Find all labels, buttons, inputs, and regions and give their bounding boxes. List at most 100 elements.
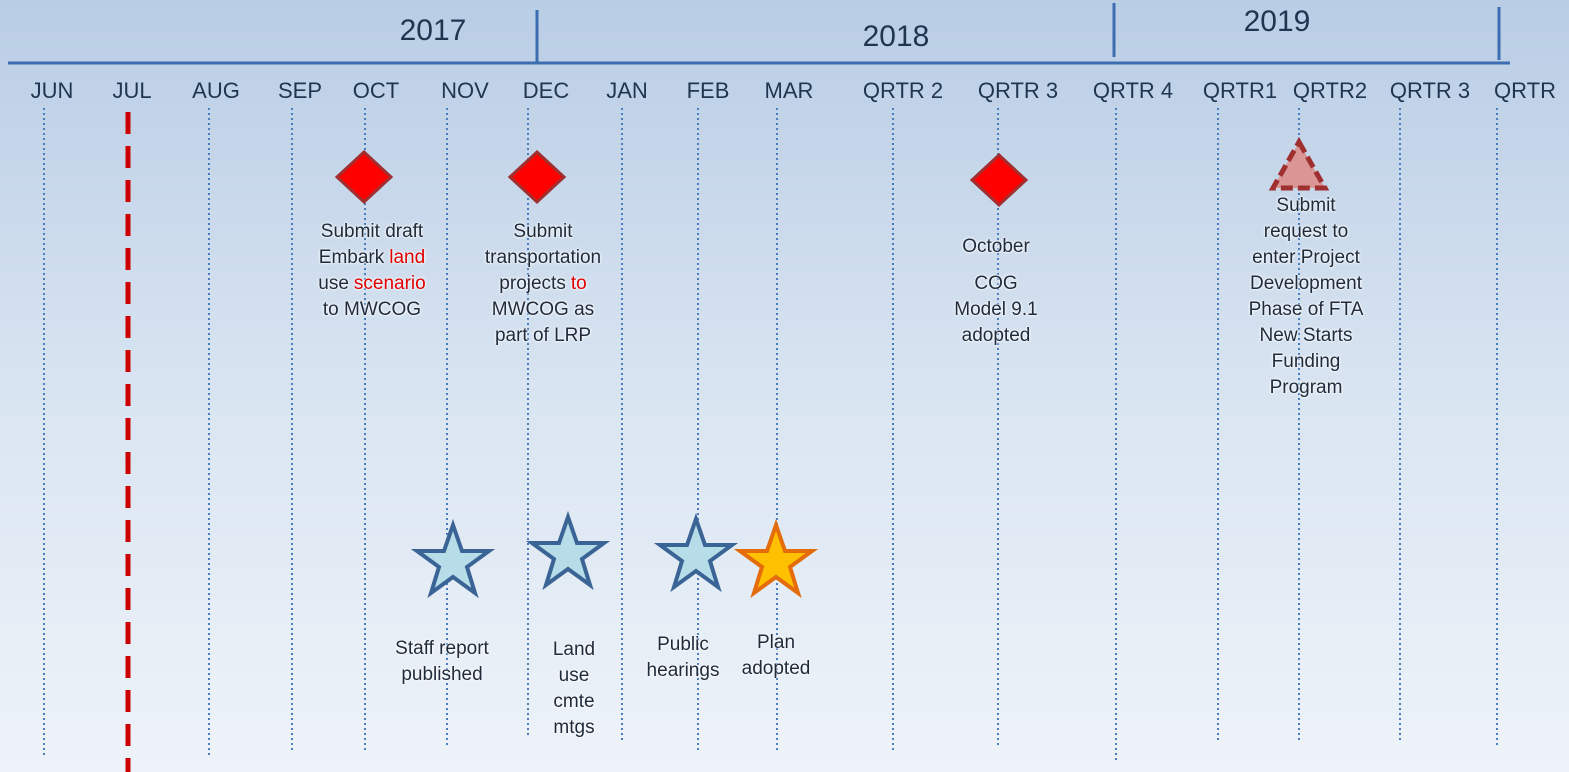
label-text: Funding	[1271, 351, 1341, 372]
label-paragraph: Submit request to enter Project Development…	[1249, 193, 1364, 401]
column-label: QRTR1	[1202, 78, 1278, 103]
column-label: QRTR 3	[977, 78, 1059, 103]
column-label: JUL	[112, 78, 152, 103]
label-text: scenario	[353, 273, 426, 294]
label-line: Staff report	[395, 636, 489, 662]
label-line: transportation	[485, 245, 601, 271]
label-text: adopted	[741, 658, 811, 679]
label-text: Land	[552, 639, 596, 660]
label-text: adopted	[961, 325, 1031, 346]
label-text: enter Project	[1252, 247, 1360, 268]
label-line: Model 9.1	[954, 297, 1037, 323]
column-label: QRTR2	[1292, 78, 1368, 103]
column-label: AUG	[192, 78, 240, 103]
label-text: Submit draft	[320, 221, 424, 242]
label-paragraph: Staff report published	[395, 636, 489, 688]
star	[530, 515, 606, 587]
label-text: Submit	[513, 221, 573, 242]
label-line: October	[954, 234, 1037, 260]
year-label: 2019	[1243, 5, 1311, 38]
label-text: Phase of FTA	[1248, 299, 1364, 320]
label-text: cmte	[553, 691, 595, 712]
label-line: to MWCOG	[318, 297, 425, 323]
label-line: published	[395, 662, 489, 688]
label-line: request to	[1249, 219, 1364, 245]
event-label: Submit draft Embark land use scenario to MWCO…	[318, 219, 425, 323]
event-label: Staff report published	[395, 636, 489, 688]
column-label: NOV	[441, 78, 489, 103]
label-paragraph: Plan adopted	[742, 630, 811, 682]
label-paragraph: Submit transportation projects to MWCOG as pa…	[485, 219, 601, 349]
label-text: Embark	[318, 247, 385, 268]
label-text: land	[389, 247, 426, 268]
column-label: FEB	[686, 78, 730, 103]
column-label: JAN	[606, 78, 648, 103]
label-line: Submit	[1249, 193, 1364, 219]
label-line: adopted	[742, 656, 811, 682]
label-text: October	[962, 236, 1030, 257]
label-line: MWCOG as	[485, 297, 601, 323]
label-text: use	[318, 273, 349, 294]
event-label: Public hearings	[647, 632, 720, 684]
label-text: mtgs	[553, 717, 595, 738]
label-text: projects	[499, 273, 566, 294]
label-line: Public	[647, 632, 720, 658]
label-paragraph: COG Model 9.1 adopted	[954, 271, 1037, 349]
event-label: October COG Model 9.1 adopted	[954, 234, 1037, 349]
column-label: OCT	[352, 78, 400, 103]
label-text: hearings	[646, 660, 720, 681]
star	[738, 523, 814, 595]
label-text: Staff report	[395, 638, 489, 659]
label-text: request to	[1263, 221, 1349, 242]
label-paragraph: Public hearings	[647, 632, 720, 684]
milestone-diamond	[507, 149, 567, 205]
label-text: Development	[1250, 273, 1362, 294]
label-line: Development	[1249, 271, 1364, 297]
event-label: Plan adopted	[742, 630, 811, 682]
column-label: QRTR 3	[1389, 78, 1471, 103]
label-line: cmte	[553, 689, 595, 715]
star	[658, 517, 734, 589]
label-text: New Starts	[1259, 325, 1353, 346]
label-text: Submit	[1276, 195, 1336, 216]
milestone-diamond	[334, 149, 394, 205]
label-text: transportation	[484, 247, 602, 268]
label-text: MWCOG as	[491, 299, 595, 320]
column-label: JUN	[30, 78, 74, 103]
label-line: hearings	[647, 658, 720, 684]
label-paragraph: October	[954, 234, 1037, 260]
label-line: Plan	[742, 630, 811, 656]
label-text: COG	[974, 273, 1018, 294]
label-line: enter Project	[1249, 245, 1364, 271]
label-line: New Starts	[1249, 323, 1364, 349]
label-text: use	[558, 665, 590, 686]
label-line: use	[553, 663, 595, 689]
column-label: DEC	[522, 78, 570, 103]
year-label: 2017	[399, 14, 467, 47]
label-line: use scenario	[318, 271, 425, 297]
label-text: Plan	[756, 632, 796, 653]
label-line: Submit	[485, 219, 601, 245]
column-label: QRTR 2	[862, 78, 944, 103]
column-lines	[43, 108, 1498, 760]
label-text: Public	[657, 634, 709, 655]
label-line: COG	[954, 271, 1037, 297]
label-text: published	[401, 664, 483, 685]
label-line: Funding	[1249, 349, 1364, 375]
event-label: Submit request to enter Project Development…	[1249, 193, 1364, 401]
label-paragraph: Submit draft Embark land use scenario to MWCO…	[318, 219, 425, 323]
label-line: projects to	[485, 271, 601, 297]
event-label: Submit transportation projects to MWCOG as pa…	[485, 219, 601, 349]
label-line: mtgs	[553, 715, 595, 741]
label-paragraph: Land use cmte mtgs	[553, 637, 595, 741]
column-label: SEP	[277, 78, 323, 103]
label-text: Program	[1269, 377, 1343, 398]
star	[415, 523, 491, 595]
event-label: Land use cmte mtgs	[553, 637, 595, 741]
label-line: Phase of FTA	[1249, 297, 1364, 323]
milestone-diamond	[969, 152, 1029, 208]
column-label: QRTR 4	[1092, 78, 1174, 103]
label-text: Model 9.1	[954, 299, 1038, 320]
